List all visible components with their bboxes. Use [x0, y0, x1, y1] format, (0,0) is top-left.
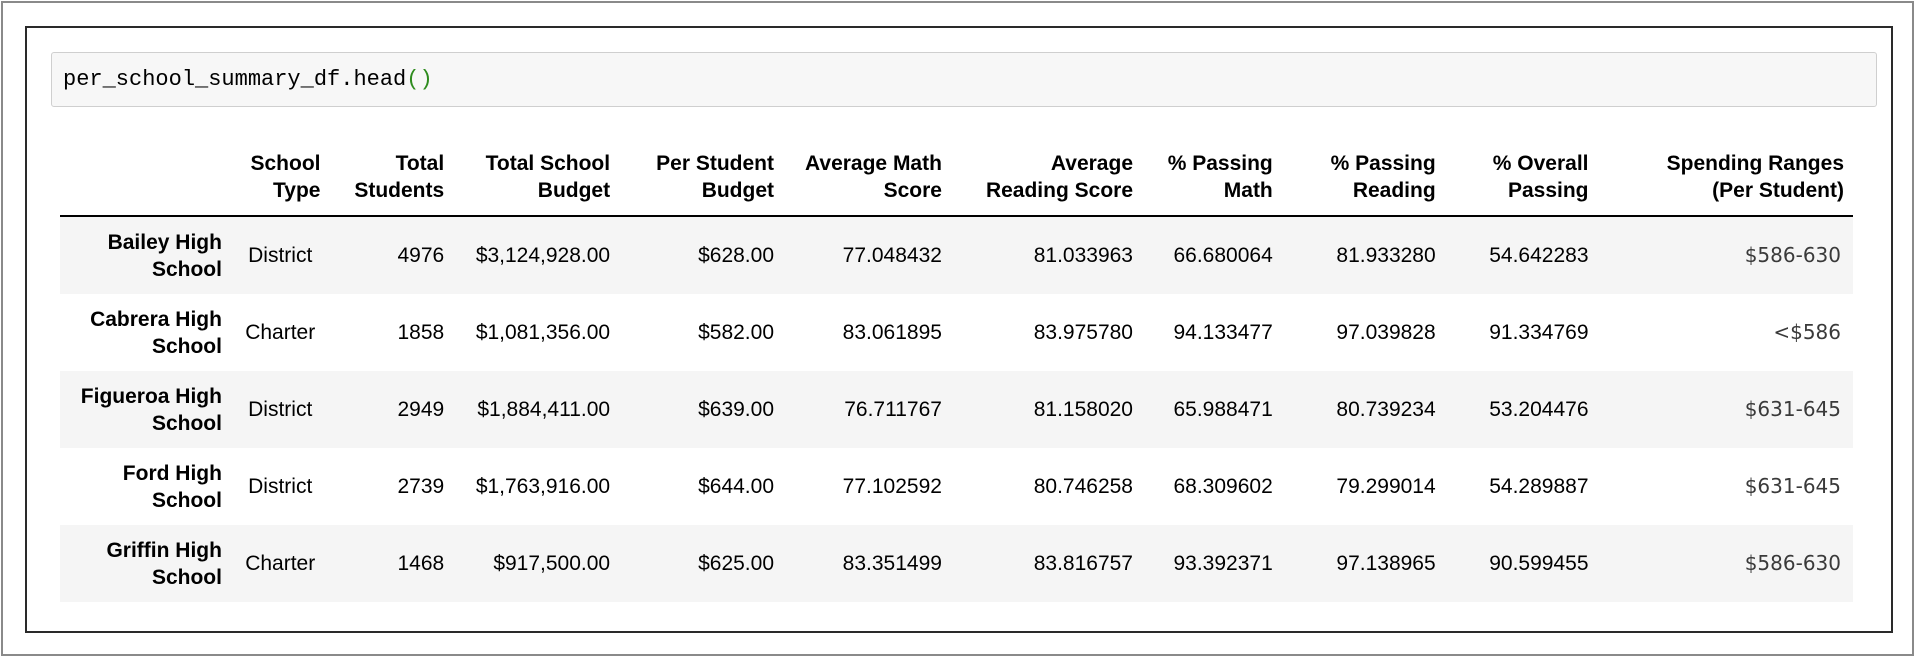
cell-passing-reading: 80.739234 [1336, 398, 1436, 421]
cell-school-type: District [248, 244, 313, 267]
cell-passing-math: 94.133477 [1173, 321, 1273, 344]
row-index-school-name: Ford High School [122, 461, 222, 512]
cell-passing-math: 68.309602 [1173, 475, 1273, 498]
cell-average-math-score: 77.102592 [842, 475, 942, 498]
dataframe-output-table: School Type Total Students Total School Bud… [60, 140, 1853, 602]
cell-overall-passing: 53.204476 [1489, 398, 1589, 421]
cell-spending-range: $631-645 [1744, 474, 1841, 498]
column-header-total-students: Total Students [329, 140, 454, 217]
cell-overall-passing: 54.289887 [1489, 475, 1589, 498]
cell-total-school-budget: $1,081,356.00 [475, 321, 611, 344]
cell-overall-passing: 54.642283 [1489, 244, 1589, 267]
notebook-cell-frame [25, 26, 1893, 633]
cell-total-school-budget: $1,884,411.00 [477, 398, 611, 421]
column-header-overall-passing: % Overall Passing [1444, 140, 1598, 217]
column-header-spending-ranges: Spending Ranges (Per Student) [1597, 140, 1853, 217]
column-header-average-math-score: Average Math Score [783, 140, 951, 217]
cell-spending-range: $631-645 [1744, 397, 1841, 421]
cell-passing-reading: 81.933280 [1336, 244, 1436, 267]
cell-passing-reading: 97.138965 [1336, 552, 1436, 575]
cell-spending-range: <$586 [1773, 320, 1841, 344]
cell-passing-math: 65.988471 [1173, 398, 1273, 421]
row-index-school-name: Cabrera High School [90, 307, 222, 358]
cell-average-math-score: 83.351499 [842, 552, 942, 575]
cell-per-student-budget: $644.00 [698, 475, 775, 498]
column-header-average-reading-score: Average Reading Score [950, 140, 1142, 217]
cell-school-type: Charter [245, 321, 316, 344]
table-row: Ford High School District 2739 $1,763,916.00… [60, 448, 1853, 525]
cell-average-reading-score: 83.975780 [1033, 321, 1133, 344]
row-index-school-name: Bailey High School [107, 230, 222, 281]
table-header-row: School Type Total Students Total School Bud… [60, 140, 1853, 217]
cell-per-student-budget: $582.00 [698, 321, 775, 344]
cell-spending-range: $586-630 [1744, 243, 1841, 267]
cell-total-students: 1468 [397, 552, 445, 575]
cell-overall-passing: 91.334769 [1489, 321, 1589, 344]
code-input-cell[interactable]: per_school_summary_df.head() [51, 52, 1877, 107]
cell-average-reading-score: 80.746258 [1033, 475, 1133, 498]
table-row: Cabrera High School Charter 1858 $1,081,356.… [60, 294, 1853, 371]
cell-total-students: 2739 [397, 475, 445, 498]
column-header-per-student-budget: Per Student Budget [619, 140, 784, 217]
cell-passing-math: 93.392371 [1173, 552, 1273, 575]
code-parens: () [406, 67, 433, 92]
cell-average-reading-score: 81.158020 [1033, 398, 1133, 421]
cell-average-reading-score: 83.816757 [1033, 552, 1133, 575]
cell-per-student-budget: $625.00 [698, 552, 775, 575]
cell-average-math-score: 77.048432 [842, 244, 942, 267]
cell-total-school-budget: $3,124,928.00 [475, 244, 611, 267]
cell-average-math-score: 76.711767 [844, 398, 942, 421]
cell-total-students: 4976 [397, 244, 445, 267]
cell-school-type: District [248, 475, 313, 498]
cell-spending-range: $586-630 [1744, 551, 1841, 575]
column-header-passing-reading: % Passing Reading [1281, 140, 1445, 217]
column-header-school-type: School Type [230, 140, 330, 217]
row-index-school-name: Figueroa High School [80, 384, 222, 435]
cell-per-student-budget: $628.00 [698, 244, 775, 267]
cell-overall-passing: 90.599455 [1489, 552, 1589, 575]
cell-total-students: 2949 [397, 398, 445, 421]
row-index-school-name: Griffin High School [106, 538, 222, 589]
cell-average-reading-score: 81.033963 [1033, 244, 1133, 267]
table-row: Figueroa High School District 2949 $1,884,41… [60, 371, 1853, 448]
cell-total-school-budget: $1,763,916.00 [475, 475, 611, 498]
cell-school-type: Charter [245, 552, 316, 575]
cell-school-type: District [248, 398, 313, 421]
table-row: Bailey High School District 4976 $3,124,928.… [60, 216, 1853, 294]
cell-passing-reading: 97.039828 [1336, 321, 1436, 344]
cell-passing-math: 66.680064 [1173, 244, 1273, 267]
cell-passing-reading: 79.299014 [1336, 475, 1436, 498]
cell-total-students: 1858 [397, 321, 445, 344]
table-row: Griffin High School Charter 1468 $917,500.00… [60, 525, 1853, 602]
cell-per-student-budget: $639.00 [698, 398, 775, 421]
cell-total-school-budget: $917,500.00 [493, 552, 611, 575]
cell-average-math-score: 83.061895 [842, 321, 942, 344]
column-header-total-school-budget: Total School Budget [453, 140, 620, 217]
column-header-passing-math: % Passing Math [1142, 140, 1282, 217]
index-header [60, 140, 231, 217]
code-text: per_school_summary_df.head [63, 67, 407, 92]
